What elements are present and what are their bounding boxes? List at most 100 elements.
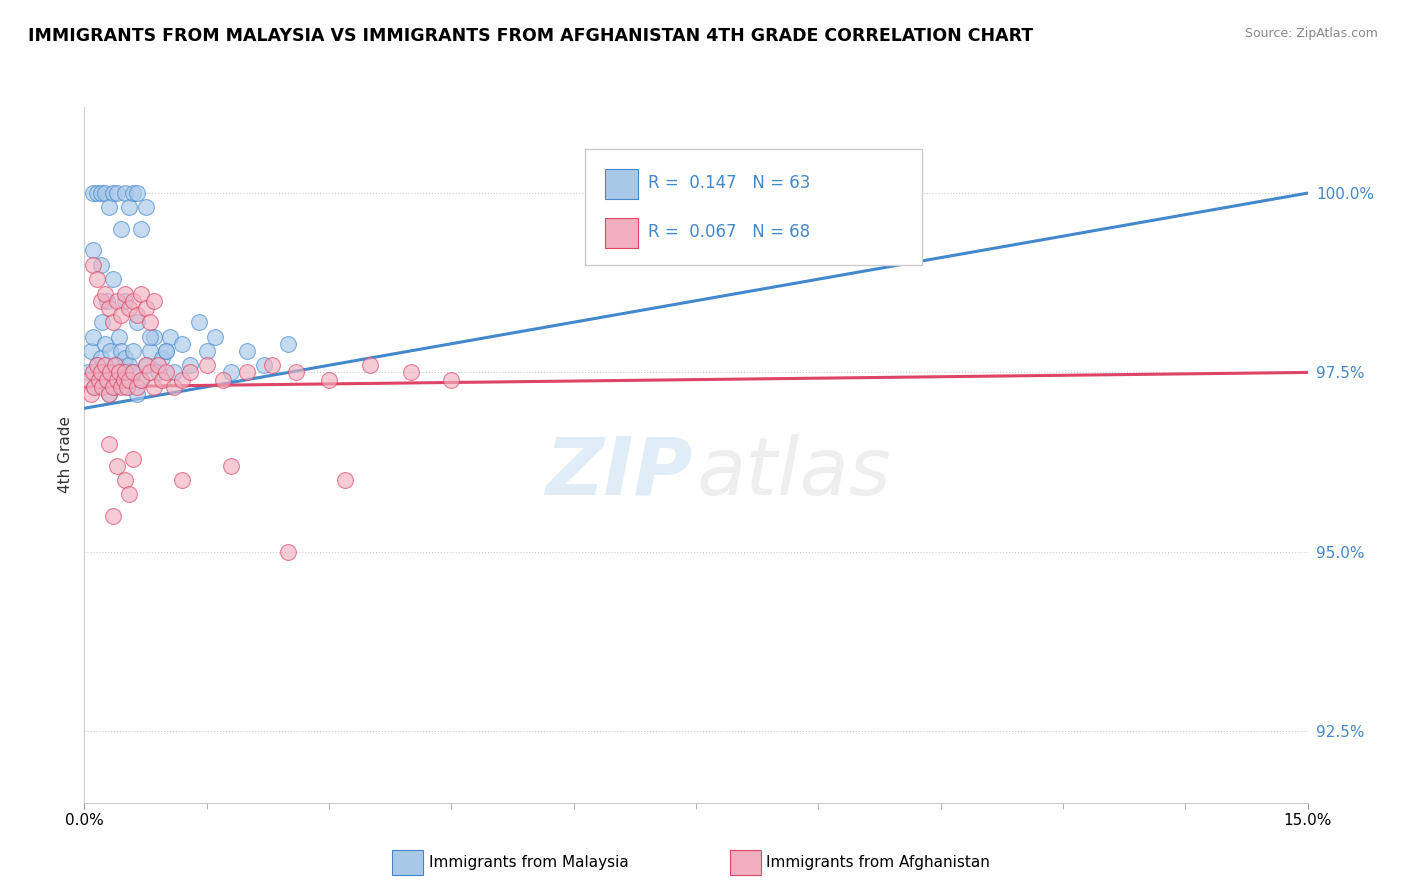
Point xyxy=(101,315,124,329)
Point xyxy=(101,272,124,286)
Point xyxy=(104,380,127,394)
Point xyxy=(122,366,145,380)
Point xyxy=(80,343,103,358)
Point xyxy=(138,329,160,343)
Point xyxy=(82,329,104,343)
Point xyxy=(93,286,117,301)
Point xyxy=(86,358,108,372)
Point xyxy=(105,293,128,308)
Point xyxy=(150,351,173,365)
Point xyxy=(97,387,120,401)
Text: atlas: atlas xyxy=(697,434,891,512)
Point xyxy=(318,373,340,387)
Text: IMMIGRANTS FROM MALAYSIA VS IMMIGRANTS FROM AFGHANISTAN 4TH GRADE CORRELATION CH: IMMIGRANTS FROM MALAYSIA VS IMMIGRANTS F… xyxy=(28,27,1033,45)
Point xyxy=(172,336,194,351)
Point xyxy=(236,343,259,358)
Point xyxy=(159,329,181,343)
Point xyxy=(131,373,153,387)
Point xyxy=(101,366,124,380)
Point xyxy=(163,380,186,394)
Point xyxy=(101,508,124,523)
Point xyxy=(96,373,118,387)
Text: R =  0.147   N = 63: R = 0.147 N = 63 xyxy=(648,174,811,192)
Point xyxy=(135,201,157,215)
Point xyxy=(122,451,145,466)
Point xyxy=(219,366,242,380)
Point xyxy=(100,366,122,380)
Point xyxy=(90,293,112,308)
Point xyxy=(135,358,157,372)
Point xyxy=(131,222,153,236)
Point xyxy=(100,343,122,358)
Point xyxy=(118,487,141,501)
Point xyxy=(127,186,149,200)
Point xyxy=(82,366,104,380)
Point xyxy=(110,222,132,236)
Point xyxy=(82,244,104,258)
Point xyxy=(101,380,124,394)
Point xyxy=(93,358,117,372)
Point xyxy=(131,373,153,387)
Point xyxy=(83,380,105,394)
Point xyxy=(253,358,276,372)
Y-axis label: 4th Grade: 4th Grade xyxy=(58,417,73,493)
Point xyxy=(131,286,153,301)
Point xyxy=(115,380,138,394)
Point xyxy=(135,358,157,372)
Point xyxy=(118,201,141,215)
Point xyxy=(97,301,120,315)
Point xyxy=(155,343,177,358)
Point xyxy=(87,373,110,387)
Point xyxy=(80,387,103,401)
Point xyxy=(107,366,129,380)
Point xyxy=(359,358,381,372)
Point xyxy=(86,272,108,286)
Point xyxy=(97,201,120,215)
Point xyxy=(138,315,160,329)
Point xyxy=(142,329,165,343)
Point xyxy=(118,301,141,315)
Point xyxy=(236,366,259,380)
Point xyxy=(93,336,117,351)
Point xyxy=(195,343,218,358)
Point xyxy=(127,308,149,322)
Point xyxy=(105,458,128,473)
Point xyxy=(172,373,194,387)
Point xyxy=(114,293,136,308)
Point xyxy=(77,373,100,387)
Point xyxy=(91,315,114,329)
Point xyxy=(86,186,108,200)
Point xyxy=(146,366,169,380)
Point xyxy=(219,458,242,473)
Point xyxy=(150,373,173,387)
Point xyxy=(105,186,128,200)
Point xyxy=(114,286,136,301)
Point xyxy=(104,358,127,372)
Point xyxy=(155,366,177,380)
Point xyxy=(172,473,194,487)
Point xyxy=(114,351,136,365)
Point xyxy=(112,373,135,387)
Point xyxy=(114,366,136,380)
Point xyxy=(82,258,104,272)
Text: ZIP: ZIP xyxy=(546,434,692,512)
Point xyxy=(90,351,112,365)
Point xyxy=(127,315,149,329)
Point xyxy=(93,186,117,200)
Point xyxy=(82,186,104,200)
Point xyxy=(142,293,165,308)
Point xyxy=(179,366,201,380)
Point xyxy=(127,387,149,401)
Point xyxy=(77,366,100,380)
Text: Immigrants from Afghanistan: Immigrants from Afghanistan xyxy=(766,855,990,870)
Point xyxy=(127,380,149,394)
Point xyxy=(114,473,136,487)
Point xyxy=(142,380,165,394)
Point xyxy=(90,258,112,272)
Point xyxy=(115,380,138,394)
Point xyxy=(86,358,108,372)
Point xyxy=(105,373,128,387)
Point xyxy=(101,186,124,200)
Point xyxy=(87,373,110,387)
Point xyxy=(155,343,177,358)
